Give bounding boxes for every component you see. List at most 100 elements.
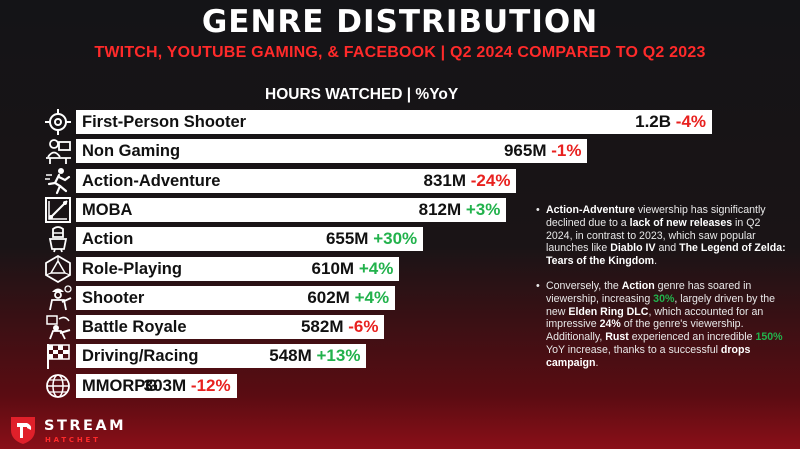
bar-row: Action-Adventure 831M -24% — [0, 167, 800, 195]
note-text: 150% — [755, 331, 783, 344]
note-paragraph: Action-Adventure viewership has signific… — [536, 204, 786, 268]
bar — [76, 256, 400, 281]
note-text: viewership has significantly declined du… — [546, 204, 766, 229]
category-label: MOBA — [82, 200, 133, 219]
yoy-change: +4% — [354, 287, 390, 307]
yoy-change: +13% — [316, 346, 361, 366]
note-text: , which accounted for an impressive — [546, 305, 764, 331]
note-text: Action-Adventure — [546, 204, 635, 216]
category-label: Non Gaming — [82, 142, 181, 161]
bar — [76, 139, 588, 164]
hours-watched-value: 812M — [418, 199, 462, 219]
yoy-change: +30% — [373, 229, 418, 249]
d20-dice-icon — [44, 254, 72, 283]
brand-name: STREAM — [44, 418, 127, 434]
note-text: Conversely, the — [546, 279, 622, 292]
note-text: genre has soared in viewership, increasi… — [546, 279, 752, 305]
note-text: lack of new releases — [629, 216, 733, 229]
bar — [76, 315, 385, 340]
note-paragraph: Conversely, the Action genre has soared … — [536, 280, 786, 370]
category-label: Action-Adventure — [82, 171, 221, 190]
note-text: The Legend of Zelda: Tears of the Kingdo… — [546, 242, 786, 268]
bar-row: Driving/Racing 548M +13% — [0, 344, 800, 370]
soldier-icon — [44, 284, 72, 312]
hours-watched-value: 602M — [307, 287, 350, 307]
note-text: . — [595, 356, 599, 369]
note-text: Action — [621, 279, 655, 292]
bar — [76, 227, 424, 252]
note-text: Diablo IV — [610, 242, 656, 255]
bar — [76, 344, 367, 369]
category-label: Battle Royale — [82, 318, 187, 337]
hatchet-logo-icon — [11, 417, 35, 444]
yoy-change: -1% — [551, 141, 582, 161]
hours-watched-value: 655M — [325, 229, 369, 249]
moba-map-icon — [44, 196, 72, 224]
bar-row: Non Gaming 965M -1% — [0, 139, 800, 165]
globe-icon — [44, 372, 72, 400]
note-text: 24% — [599, 318, 621, 331]
category-label: Action — [82, 230, 134, 249]
hours-watched-value: 548M — [269, 346, 312, 366]
yoy-change: +3% — [465, 199, 501, 219]
value-label: 602M +4% — [307, 286, 389, 310]
note-text: , largely driven by the new — [546, 292, 776, 318]
running-figure-icon — [44, 167, 72, 195]
bar — [76, 285, 396, 310]
stream-hatchet-logo: STREAM HATCHET — [8, 414, 148, 446]
yoy-change: -6% — [348, 317, 379, 337]
brand-subname: HATCHET — [45, 436, 101, 444]
note-text: experienced an incredible — [628, 331, 756, 344]
checkered-flag-icon — [44, 342, 72, 370]
value-label: 582M -6% — [301, 315, 379, 339]
value-label: 610M +4% — [312, 257, 394, 281]
note-text: YoY increase, thanks to a successful — [546, 343, 721, 356]
bar — [76, 168, 517, 193]
hours-watched-value: 610M — [311, 258, 355, 278]
value-label: 965M -1% — [504, 139, 582, 163]
note-text: . — [654, 255, 658, 268]
page-subtitle: TWITCH, YOUTUBE GAMING, & FACEBOOK | Q2 … — [94, 44, 706, 61]
streamer-desk-icon — [44, 137, 72, 165]
battle-royale-icon — [44, 313, 72, 341]
yoy-change: -12% — [190, 375, 231, 395]
yoy-change: -4% — [675, 112, 707, 131]
category-label: MMORPG — [82, 376, 159, 395]
hours-watched-value: 1.2B — [635, 112, 672, 131]
bar-row: Action 655M +30% — [0, 225, 800, 253]
notes-panel: Action-Adventure viewership has signific… — [536, 204, 786, 382]
note-text: and — [655, 242, 680, 255]
bar-row: MOBA 812M +3% — [0, 196, 800, 224]
yoy-change: +4% — [358, 258, 394, 278]
note-text: of the genre's viewership. Additionally, — [546, 318, 744, 344]
bar-row: Role-Playing 610M +4% — [0, 254, 800, 283]
yoy-change: -24% — [470, 170, 511, 190]
category-label: Driving/Racing — [82, 347, 199, 366]
page-title: GENRE DISTRIBUTION — [201, 4, 599, 40]
value-label: 831M -24% — [423, 169, 510, 193]
value-label: 655M +30% — [326, 227, 417, 251]
note-text: drops campaign — [546, 343, 751, 369]
note-text: Rust — [605, 331, 629, 344]
note-text: Elden Ring DLC — [568, 305, 649, 318]
value-label: 1.2B -4% — [635, 110, 706, 134]
bar-row: First-Person Shooter 1.2B -4% — [0, 108, 800, 136]
category-label: First-Person Shooter — [82, 113, 247, 131]
column-header: HOURS WATCHED | %YoY — [265, 86, 459, 103]
note-text: 30% — [653, 292, 675, 305]
bar-row: Battle Royale 582M -6% — [0, 315, 800, 341]
bar — [76, 197, 507, 222]
knight-icon — [44, 225, 72, 253]
value-label: 303M -12% — [144, 374, 231, 398]
bar-row: Shooter 602M +4% — [0, 284, 800, 312]
note-text: in Q2 2024, in contrast to 2023, which s… — [546, 216, 761, 255]
hours-watched-value: 831M — [423, 170, 467, 190]
crosshair-icon — [44, 108, 72, 136]
value-label: 812M +3% — [419, 198, 501, 222]
hours-watched-value: 303M — [143, 375, 187, 395]
hours-watched-value: 965M — [503, 141, 547, 161]
bar-row: MMORPG 303M -12% — [0, 372, 800, 400]
category-label: Role-Playing — [82, 259, 182, 278]
value-label: 548M +13% — [269, 344, 360, 368]
